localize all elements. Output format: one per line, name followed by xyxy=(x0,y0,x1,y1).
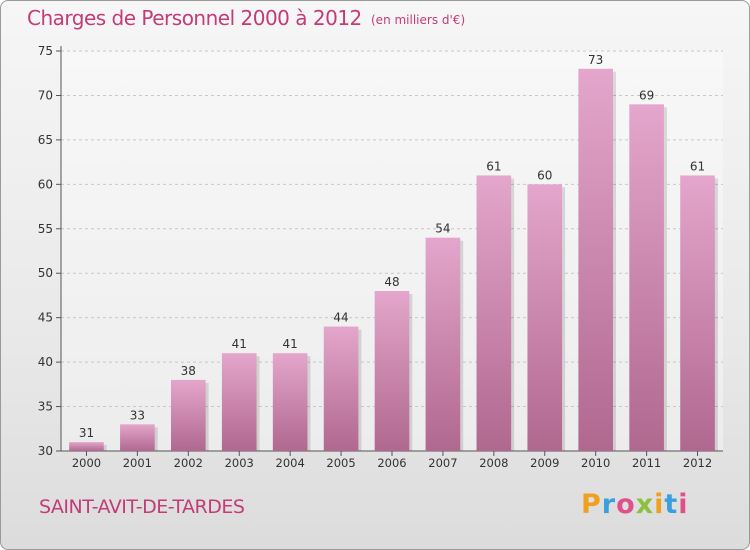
proxiti-logo: Proxiti xyxy=(581,489,689,520)
y-tick-label: 50 xyxy=(38,266,53,280)
x-tick-label: 2001 xyxy=(123,456,152,470)
y-tick-label: 75 xyxy=(38,44,53,58)
bar xyxy=(69,442,104,451)
bar xyxy=(221,353,257,451)
x-tick-label: 2007 xyxy=(428,456,457,470)
data-label: 41 xyxy=(232,337,247,351)
x-tick-label: 2011 xyxy=(632,456,661,470)
data-label: 73 xyxy=(588,53,603,67)
data-label: 33 xyxy=(130,408,145,422)
data-label: 60 xyxy=(537,168,552,182)
x-tick-label: 2005 xyxy=(326,456,355,470)
bar xyxy=(425,237,461,451)
x-tick-label: 2000 xyxy=(72,456,101,470)
logo-letter: t xyxy=(664,489,679,520)
y-tick-label: 40 xyxy=(38,355,53,369)
x-tick-label: 2010 xyxy=(581,456,610,470)
bar xyxy=(170,379,206,451)
chart-subtitle: (en milliers d'€) xyxy=(371,13,466,27)
bar xyxy=(680,175,715,451)
data-label: 31 xyxy=(79,426,94,440)
logo-letter: i xyxy=(654,489,665,520)
y-tick-label: 70 xyxy=(38,88,53,102)
data-label: 41 xyxy=(283,337,298,351)
x-tick-label: 2012 xyxy=(683,456,712,470)
bar xyxy=(374,291,410,451)
logo-letter: i xyxy=(678,489,689,520)
data-label: 61 xyxy=(690,159,705,173)
x-tick-label: 2004 xyxy=(276,456,305,470)
bar xyxy=(120,424,155,451)
bar xyxy=(272,353,308,451)
chart-title: Charges de Personnel 2000 à 2012 xyxy=(27,6,362,30)
data-label: 38 xyxy=(181,364,196,378)
data-label: 69 xyxy=(639,88,654,102)
logo-letter: P xyxy=(581,489,602,520)
x-tick-label: 2002 xyxy=(174,456,203,470)
data-label: 48 xyxy=(384,275,399,289)
x-tick-label: 2003 xyxy=(225,456,254,470)
bar xyxy=(527,184,563,452)
x-tick-label: 2008 xyxy=(479,456,508,470)
y-tick-label: 65 xyxy=(38,133,53,147)
bar xyxy=(323,326,359,451)
x-tick-label: 2006 xyxy=(377,456,406,470)
commune-name: SAINT-AVIT-DE-TARDES xyxy=(39,496,245,518)
y-tick-label: 60 xyxy=(38,177,53,191)
data-label: 61 xyxy=(486,159,501,173)
data-label: 54 xyxy=(435,222,450,236)
bar xyxy=(476,175,512,451)
y-tick-label: 45 xyxy=(38,311,53,325)
logo-letter: x xyxy=(635,489,655,520)
y-tick-label: 55 xyxy=(38,222,53,236)
data-label: 44 xyxy=(333,311,348,325)
x-tick-label: 2009 xyxy=(530,456,559,470)
y-tick-label: 35 xyxy=(38,400,53,414)
logo-letter: r xyxy=(601,489,617,520)
y-tick-label: 30 xyxy=(38,444,53,458)
logo-letter: o xyxy=(616,489,636,520)
bar xyxy=(578,68,614,452)
bar xyxy=(629,104,664,451)
